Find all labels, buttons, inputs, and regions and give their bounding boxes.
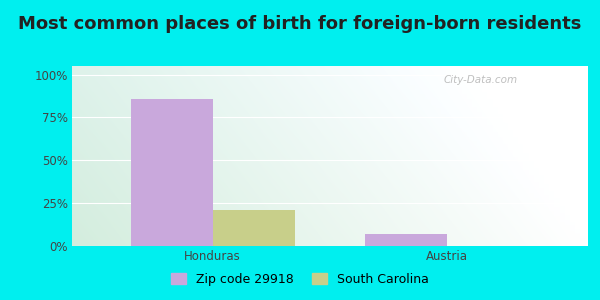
Text: Most common places of birth for foreign-born residents: Most common places of birth for foreign-…: [19, 15, 581, 33]
Bar: [131, 99, 213, 246]
Legend: Zip code 29918, South Carolina: Zip code 29918, South Carolina: [166, 268, 434, 291]
Text: City-Data.com: City-Data.com: [443, 75, 518, 85]
Bar: [365, 234, 447, 246]
Bar: [213, 210, 295, 246]
